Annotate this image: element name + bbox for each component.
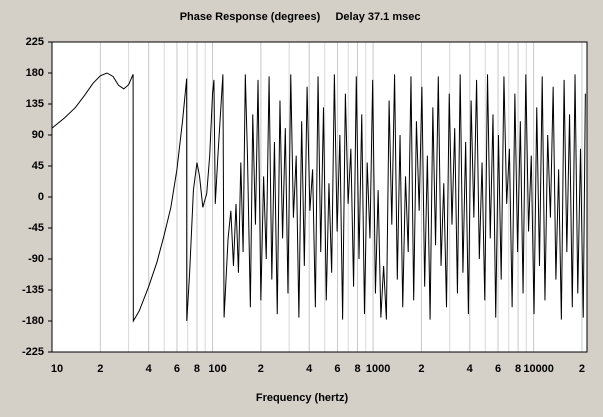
y-tick-label: 0 xyxy=(38,191,44,203)
x-tick-label: 8 xyxy=(354,363,360,375)
x-tick-label: 2 xyxy=(418,363,424,375)
x-tick-label: 10000 xyxy=(523,363,554,375)
y-tick-label: -180 xyxy=(22,315,44,327)
y-tick-label: -90 xyxy=(28,253,44,265)
x-tick-label: 6 xyxy=(334,363,340,375)
y-tick-label: 45 xyxy=(32,160,44,172)
x-tick-label: 100 xyxy=(208,363,226,375)
x-tick-label: 4 xyxy=(146,363,153,375)
phase-line xyxy=(51,72,586,323)
x-tick-label: 1000 xyxy=(366,363,390,375)
x-axis-label: Frequency (hertz) xyxy=(256,392,349,404)
y-tick-label: -45 xyxy=(28,222,44,234)
y-tick-label: -225 xyxy=(22,346,44,358)
y-tick-label: 180 xyxy=(26,67,44,79)
x-tick-label: 2 xyxy=(258,363,264,375)
x-tick-label: 8 xyxy=(194,363,200,375)
x-tick-label: 6 xyxy=(174,363,180,375)
plot-border xyxy=(51,41,588,353)
x-tick-label: 8 xyxy=(515,363,521,375)
x-tick-label: 2 xyxy=(97,363,103,375)
x-tick-label: 2 xyxy=(579,363,585,375)
x-tick-label: 4 xyxy=(306,363,313,375)
y-tick-label: 135 xyxy=(26,98,44,110)
x-tick-label: 10 xyxy=(51,363,63,375)
y-tick-label: 90 xyxy=(32,129,44,141)
x-tick-label: 6 xyxy=(495,363,501,375)
y-tick-label: 225 xyxy=(26,36,44,48)
x-tick-label: 4 xyxy=(467,363,474,375)
chart-title: Phase Response (degrees) xyxy=(180,11,321,23)
chart-subtitle: Delay 37.1 msec xyxy=(335,11,420,23)
y-tick-label: -135 xyxy=(22,284,44,296)
